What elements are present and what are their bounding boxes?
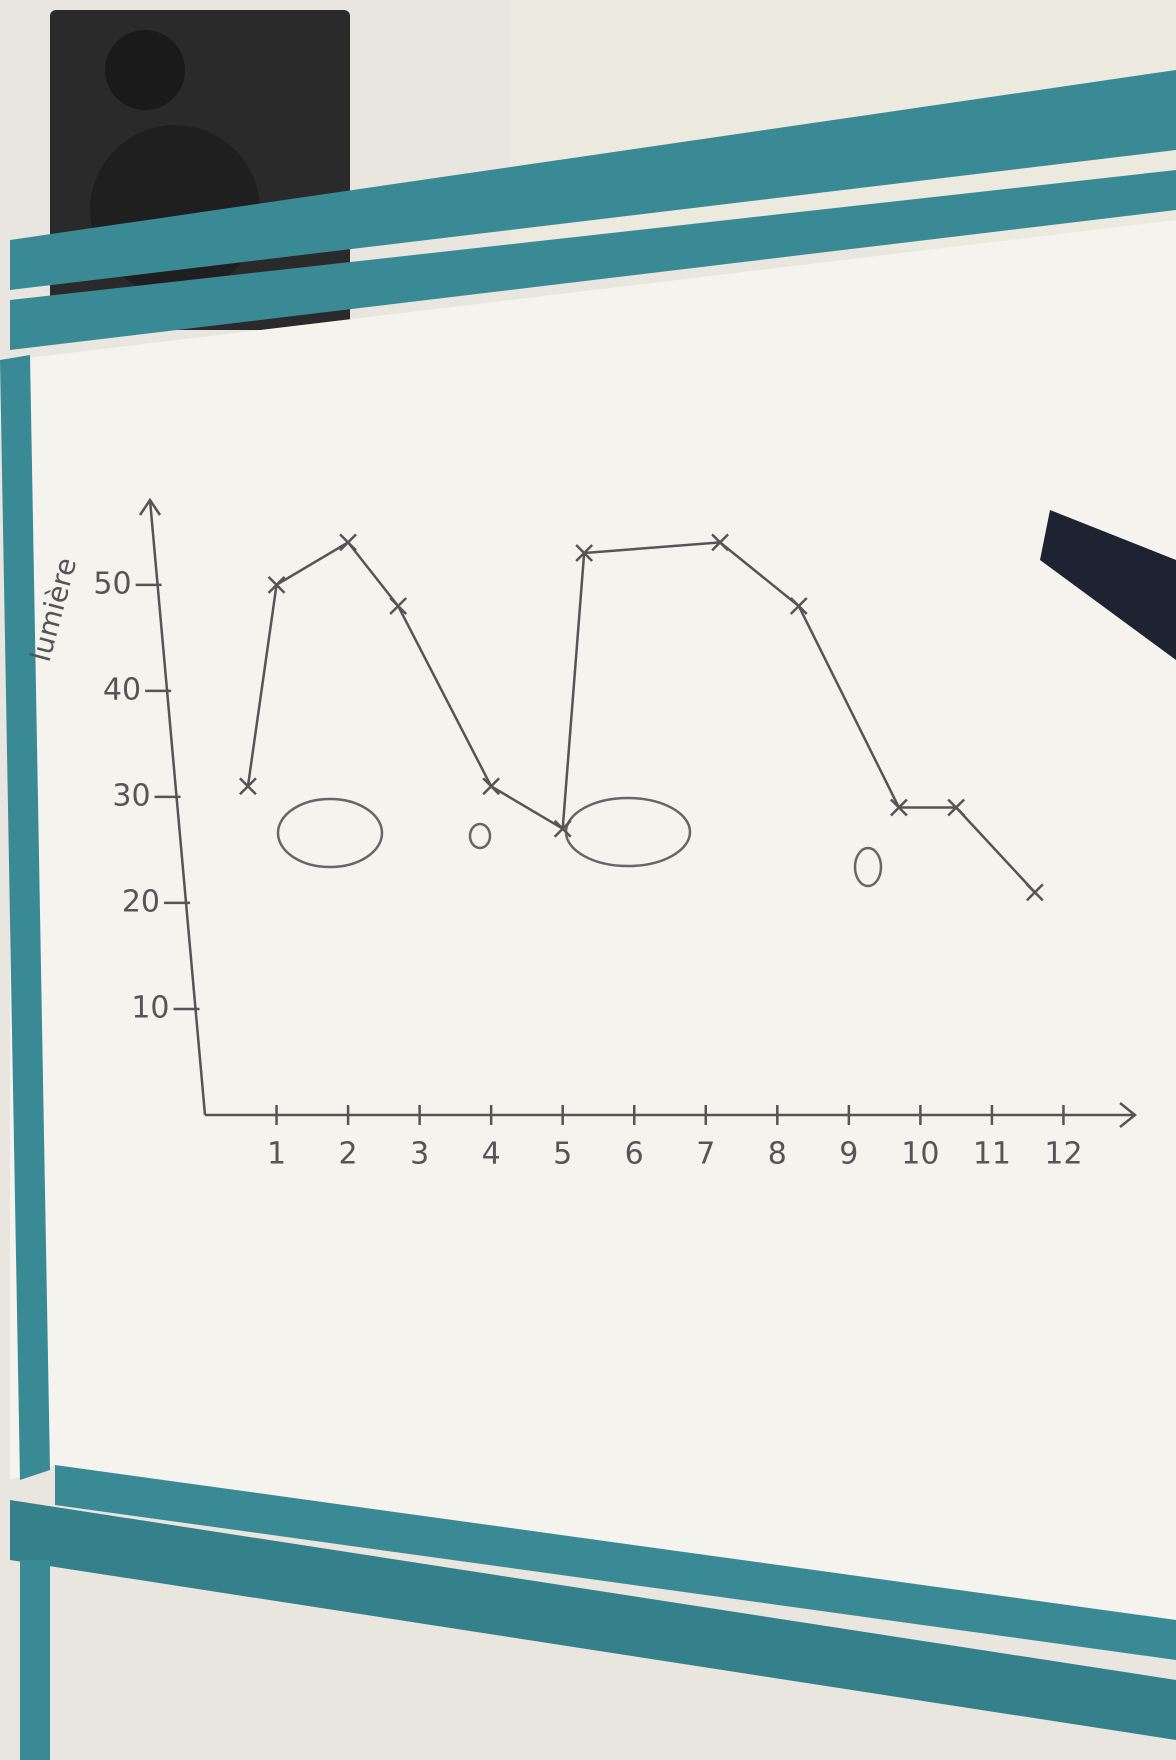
y-tick-label: 20 xyxy=(122,884,160,919)
page: lumière 1020304050123456789101112 (() =>… xyxy=(0,0,1176,1760)
x-tick-label: 5 xyxy=(553,1137,572,1172)
whiteboard xyxy=(10,220,1176,1620)
x-tick-label: 8 xyxy=(768,1137,787,1172)
speaker-tweeter xyxy=(105,30,185,110)
photo: lumière 1020304050123456789101112 xyxy=(0,0,1176,1760)
x-tick-label: 6 xyxy=(625,1137,644,1172)
leg xyxy=(20,1560,50,1760)
x-tick-label: 12 xyxy=(1044,1137,1082,1172)
x-tick-label: 4 xyxy=(482,1137,501,1172)
y-tick-label: 50 xyxy=(93,566,131,601)
x-tick-label: 3 xyxy=(410,1137,429,1172)
x-tick-label: 9 xyxy=(839,1137,858,1172)
x-tick-label: 10 xyxy=(901,1137,939,1172)
y-tick-label: 30 xyxy=(112,778,150,813)
x-tick-label: 11 xyxy=(973,1137,1011,1172)
y-tick-label: 10 xyxy=(131,990,169,1025)
x-tick-label: 1 xyxy=(267,1137,286,1172)
x-tick-label: 2 xyxy=(339,1137,358,1172)
x-tick-label: 7 xyxy=(696,1137,715,1172)
y-tick-label: 40 xyxy=(103,672,141,707)
